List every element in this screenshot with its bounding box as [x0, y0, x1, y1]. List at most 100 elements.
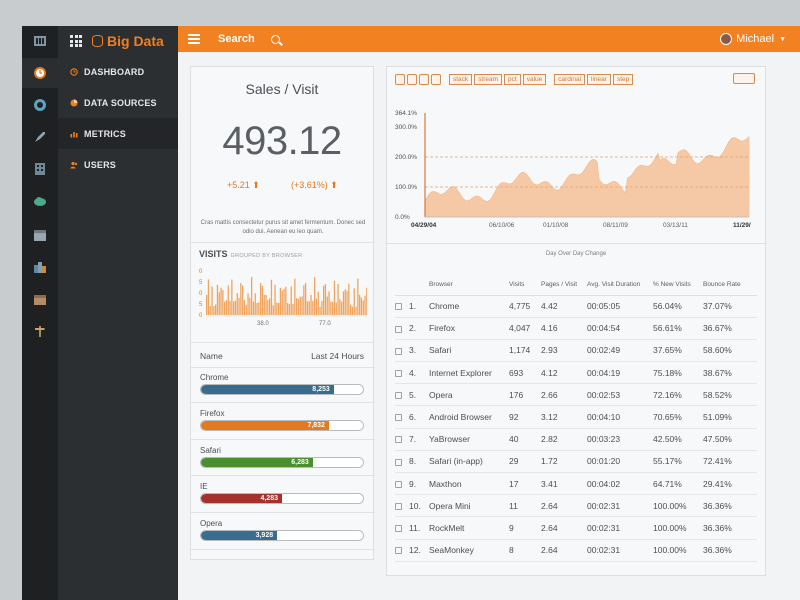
spark-bar: [360, 297, 363, 315]
spark-bar: [348, 283, 350, 315]
mode-value-button[interactable]: value: [522, 73, 547, 85]
rail-calendar[interactable]: [22, 220, 58, 250]
cell-n: 12.: [409, 539, 429, 562]
row-checkbox[interactable]: [395, 369, 402, 377]
table-row[interactable]: 1. Chrome 4,775 4.42 00:05:05 56.04% 37.07%: [395, 295, 757, 318]
cell-new: 70.65%: [653, 405, 703, 429]
rail-clock[interactable]: [22, 58, 58, 88]
spark-bar: [351, 306, 354, 315]
row-checkbox[interactable]: [395, 480, 402, 488]
rail-bank[interactable]: [22, 26, 58, 56]
rail-city[interactable]: [22, 252, 58, 282]
cell-visits: 29: [509, 450, 541, 474]
row-checkbox[interactable]: [395, 436, 402, 444]
row-checkbox[interactable]: [395, 347, 402, 355]
interp-step-button[interactable]: step: [612, 73, 634, 85]
chart-options-dropdown[interactable]: [733, 73, 755, 84]
sidebar-item-metrics[interactable]: METRICS: [58, 118, 178, 149]
row-checkbox[interactable]: [395, 525, 402, 533]
table-row[interactable]: 7. YaBrowser 40 2.82 00:03:23 42.50% 47.50%: [395, 428, 757, 451]
interp-linear-button[interactable]: linear: [587, 73, 611, 85]
bar-safari: 6,283: [200, 457, 364, 468]
y-axis-label: 300.0%: [395, 124, 417, 131]
rail-archive[interactable]: [22, 284, 58, 314]
spark-bar: [218, 292, 220, 315]
bar-label-safari: Safari: [200, 446, 221, 455]
cell-n: 5.: [409, 383, 429, 407]
table-row[interactable]: 6. Android Browser 92 3.12 00:04:10 70.65% 51.…: [395, 405, 757, 429]
cell-new: 42.50%: [653, 428, 703, 451]
rail-cloud[interactable]: [22, 186, 58, 216]
area-chart-icon[interactable]: [419, 73, 429, 85]
bar-value: 7,832: [307, 422, 325, 429]
sidebar-item-dashboard[interactable]: DASHBOARD: [58, 56, 178, 87]
col-duration[interactable]: Avg. Visit Duration: [587, 275, 653, 296]
day-over-day-area-chart: 364.1% 300.0% 200.0% 100.0% 0.0%04/29/04 06/1…: [395, 110, 751, 229]
mode-pct-button[interactable]: pct: [504, 73, 521, 85]
cell-n: 6.: [409, 405, 429, 429]
col-browser[interactable]: Browser: [429, 275, 509, 296]
rail-eye[interactable]: [22, 90, 58, 120]
col-bounce-rate[interactable]: Bounce Rate: [703, 275, 757, 296]
line-chart-icon[interactable]: [407, 73, 417, 85]
col-visits[interactable]: Visits: [509, 275, 541, 296]
cell-n: 11.: [409, 516, 429, 540]
menu-icon[interactable]: [188, 34, 200, 44]
browser-metrics-panel: stack stream pct value cardinal linear s…: [386, 66, 766, 576]
sidebar-item-users[interactable]: USERS: [58, 149, 178, 180]
table-row[interactable]: 8. Safari (in-app) 29 1.72 00:01:20 55.17% 72.…: [395, 450, 757, 474]
app-grid-icon[interactable]: [70, 35, 82, 47]
spark-bar: [224, 301, 226, 315]
row-checkbox-cell: [395, 472, 409, 496]
scatter-chart-icon[interactable]: [431, 73, 441, 85]
spark-bar: [335, 302, 337, 315]
table-row[interactable]: 9. Maxthon 17 3.41 00:04:02 64.71% 29.41%: [395, 472, 757, 496]
rail-signpost[interactable]: [22, 316, 58, 346]
col-new-visits[interactable]: % New Visits: [653, 275, 703, 296]
row-checkbox[interactable]: [395, 547, 402, 555]
x-axis-label: 01/10/08: [543, 222, 569, 229]
table-row[interactable]: 4. Internet Explorer 693 4.12 00:04:19 75.18%…: [395, 361, 757, 385]
row-checkbox[interactable]: [395, 392, 402, 400]
bar-label-firefox: Firefox: [200, 409, 225, 418]
cell-pages: 2.82: [541, 428, 587, 451]
bar-label-opera: Opera: [200, 519, 223, 528]
search-icon[interactable]: [270, 34, 280, 44]
cell-bounce: 36.36%: [703, 494, 757, 518]
brand: Big Data: [58, 26, 178, 56]
x-axis-label: 08/11/09: [603, 222, 628, 229]
table-row[interactable]: 12. SeaMonkey 8 2.64 00:02:31 100.00% 36.36%: [395, 539, 757, 562]
sidebar-item-data-sources[interactable]: DATA SOURCES: [58, 87, 178, 118]
search-input[interactable]: Search: [218, 33, 255, 45]
cell-bounce: 36.67%: [703, 317, 757, 340]
bar-label-chrome: Chrome: [200, 373, 229, 382]
interp-cardinal-button[interactable]: cardinal: [554, 73, 586, 85]
chart-toolbar: stack stream pct value cardinal linear s…: [395, 73, 634, 85]
spark-bar: [267, 300, 269, 315]
user-menu[interactable]: Michael ▼: [720, 26, 786, 52]
row-checkbox[interactable]: [395, 303, 402, 311]
row-checkbox[interactable]: [395, 325, 402, 333]
col-pages[interactable]: Pages / Visit: [541, 275, 587, 296]
brand-logo[interactable]: Big Data: [92, 33, 164, 49]
rail-building[interactable]: [22, 154, 58, 184]
table-row[interactable]: 5. Opera 176 2.66 00:02:53 72.16% 58.52%: [395, 383, 757, 407]
bar-chart-icon[interactable]: [395, 73, 405, 85]
cell-n: 7.: [409, 428, 429, 451]
rail-rocket[interactable]: [22, 122, 58, 152]
table-row[interactable]: 11. RockMelt 9 2.64 00:02:31 100.00% 36.36%: [395, 516, 757, 540]
spark-bar: [324, 284, 327, 315]
mode-stack-button[interactable]: stack: [449, 73, 473, 85]
cell-duration: 00:03:23: [587, 428, 653, 451]
table-row[interactable]: 2. Firefox 4,047 4.16 00:04:54 56.61% 36.67%: [395, 317, 757, 340]
cell-visits: 92: [509, 405, 541, 429]
y-axis-label: 200.0%: [395, 154, 417, 161]
row-checkbox[interactable]: [395, 414, 402, 422]
visits-subtitle: GROUPED BY BROWSER: [230, 253, 303, 259]
row-checkbox[interactable]: [395, 503, 402, 511]
table-row[interactable]: 10. Opera Mini 11 2.64 00:02:31 100.00% 36.36%: [395, 494, 757, 518]
cell-new: 56.61%: [653, 317, 703, 340]
mode-stream-button[interactable]: stream: [474, 73, 503, 85]
row-checkbox[interactable]: [395, 458, 402, 466]
table-row[interactable]: 3. Safari 1,174 2.93 00:02:49 37.65% 58.60%: [395, 339, 757, 363]
